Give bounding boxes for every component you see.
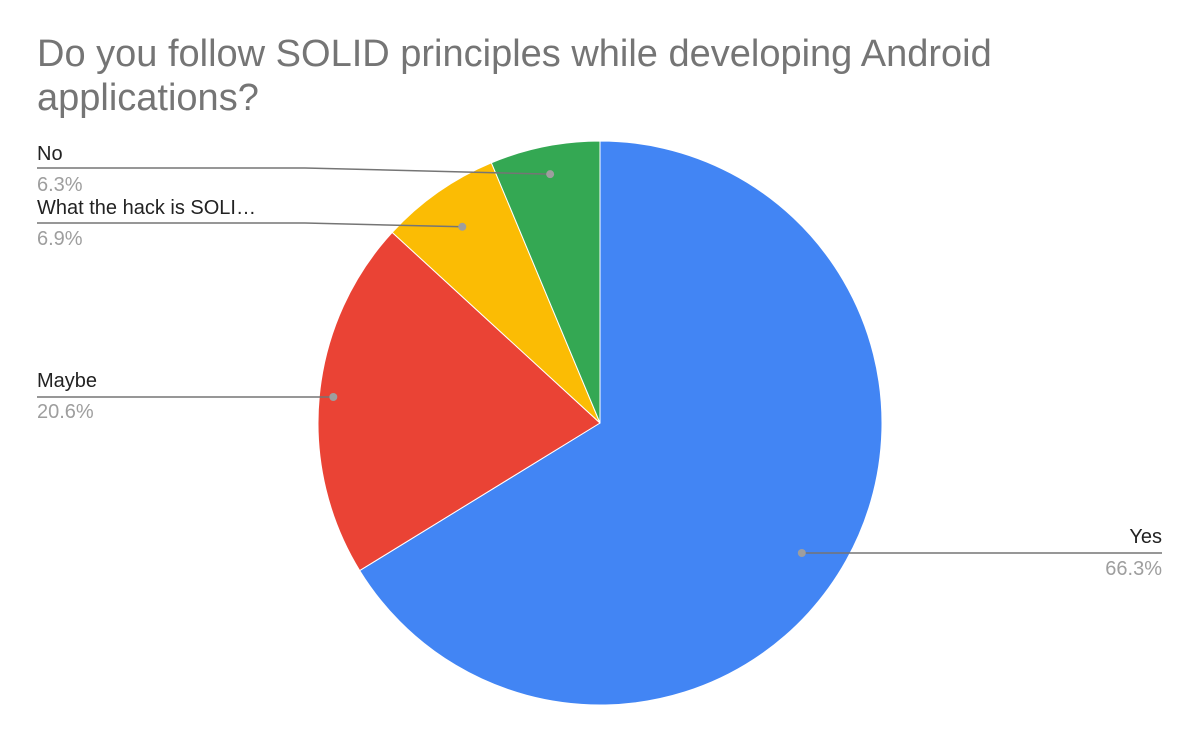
leader-dot-no bbox=[546, 170, 555, 179]
pie-slice-no[interactable] bbox=[490, 140, 601, 424]
leader-lines bbox=[37, 167, 1162, 557]
leader-line-no bbox=[37, 167, 551, 175]
slice-percent-what-the-hack-is-soli: 6.9% bbox=[37, 228, 83, 250]
leader-dot-what-the-hack-is-soli bbox=[458, 222, 467, 231]
slice-percent-yes: 66.3% bbox=[1105, 558, 1162, 580]
slice-labels: Yes 66.3% Maybe 20.6% What the hack is SOLI…… bbox=[37, 143, 1162, 580]
leader-dot-maybe bbox=[329, 393, 338, 401]
slice-label-maybe: Maybe bbox=[37, 370, 97, 392]
pie-slices bbox=[317, 140, 883, 706]
leader-line-what-the-hack-is-soli bbox=[37, 222, 463, 228]
slice-label-yes: Yes bbox=[1129, 526, 1162, 548]
slice-percent-maybe: 20.6% bbox=[37, 401, 94, 423]
slice-percent-no: 6.3% bbox=[37, 174, 83, 196]
leader-dot-yes bbox=[797, 549, 806, 557]
pie-slice-what-the-hack-is-soli[interactable] bbox=[391, 162, 601, 424]
pie-slice-maybe[interactable] bbox=[317, 231, 601, 572]
slice-label-no: No bbox=[37, 143, 63, 165]
slice-label-what-the-hack-is-soli: What the hack is SOLI… bbox=[37, 197, 256, 219]
pie-slice-yes[interactable] bbox=[359, 140, 883, 706]
chart-title: Do you follow SOLID principles while dev… bbox=[37, 33, 992, 119]
